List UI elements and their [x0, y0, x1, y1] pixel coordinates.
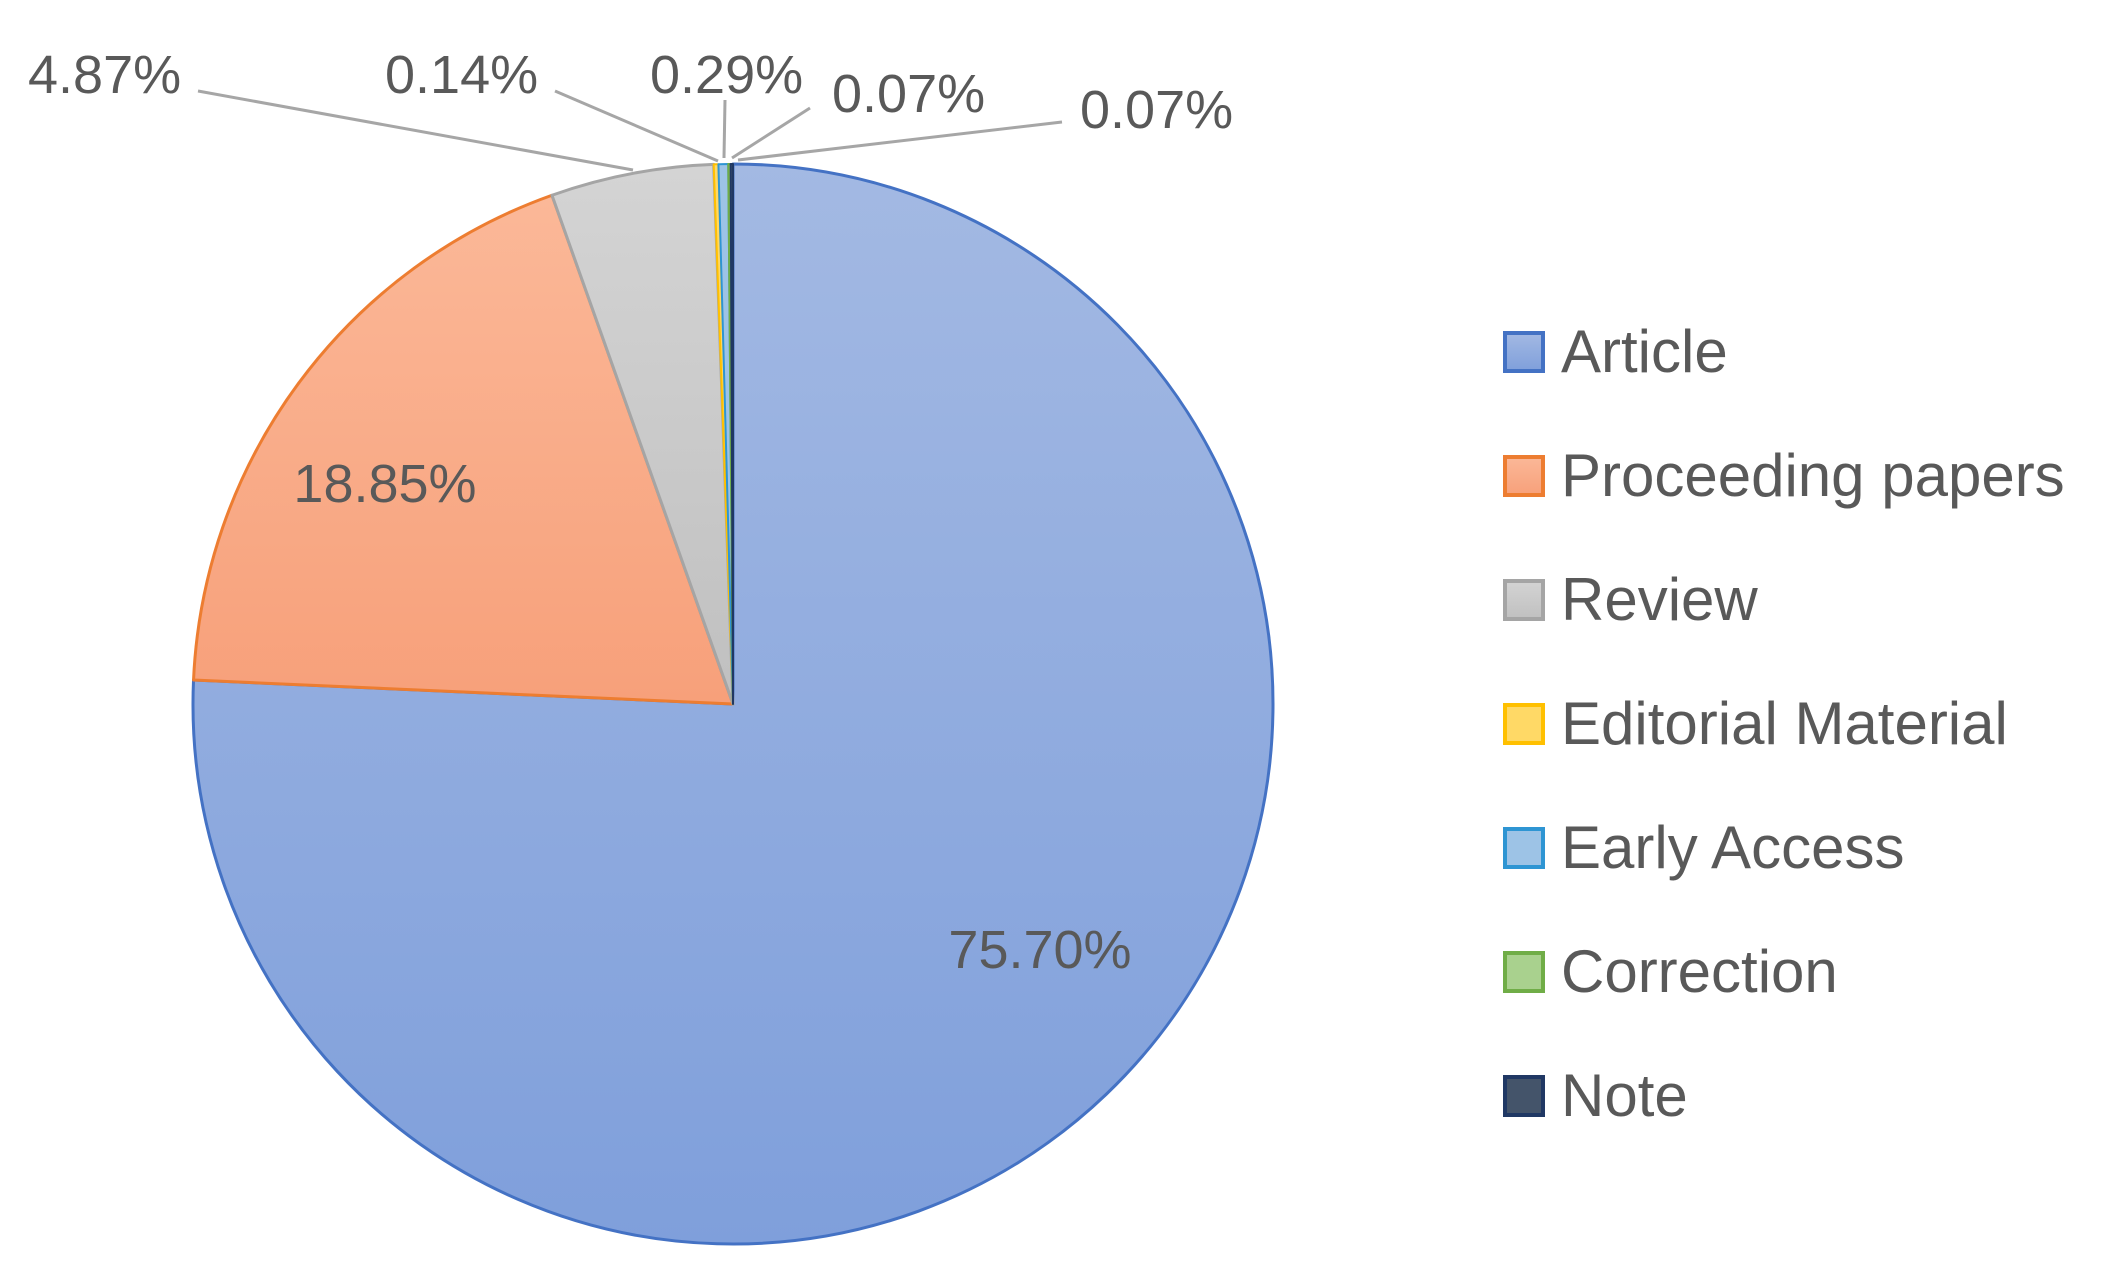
leader-line-review	[197, 89, 634, 172]
data-label-note: 0.07%	[1080, 80, 1233, 140]
legend-item-note: Note	[1503, 1062, 1688, 1129]
leader-line-note	[737, 120, 1063, 162]
legend-item-review: Review	[1503, 566, 1758, 633]
pie-slice-review	[550, 162, 735, 706]
legend-swatch	[1503, 827, 1545, 869]
legend-label: Early Access	[1561, 814, 1904, 881]
data-label-proceeding-papers: 18.85%	[293, 454, 476, 514]
data-label-article: 75.70%	[948, 920, 1131, 980]
legend-item-editorial-material: Editorial Material	[1503, 690, 2008, 757]
legend-swatch	[1503, 951, 1545, 993]
leader-line-editorial-material	[554, 89, 719, 163]
data-label-early-access: 0.29%	[650, 45, 803, 105]
leader-lines	[197, 89, 1063, 172]
legend-label: Review	[1561, 566, 1758, 633]
legend-label: Proceeding papers	[1561, 442, 2065, 509]
leader-line-correction	[731, 106, 811, 160]
data-label-editorial-material: 0.14%	[385, 45, 538, 105]
data-label-review: 4.87%	[28, 45, 181, 105]
leader-line-early-access	[722, 99, 727, 159]
legend-item-article: Article	[1503, 318, 1728, 385]
pie-slices	[191, 162, 1275, 1246]
legend-swatch	[1503, 331, 1545, 373]
legend-item-early-access: Early Access	[1503, 814, 1904, 881]
legend-swatch	[1503, 1075, 1545, 1117]
legend-label: Editorial Material	[1561, 690, 2008, 757]
legend-swatch	[1503, 703, 1545, 745]
pie-slice-proceeding-papers	[192, 193, 735, 706]
pie-slice-note	[729, 162, 734, 705]
legend: Article Proceeding papers Review Editorial …	[1503, 318, 2065, 1129]
legend-item-proceeding-papers: Proceeding papers	[1503, 442, 2065, 509]
legend-swatch	[1503, 455, 1545, 497]
legend-item-correction: Correction	[1503, 938, 1838, 1005]
legend-label: Correction	[1561, 938, 1838, 1005]
data-label-correction: 0.07%	[832, 64, 985, 124]
data-labels: 75.70% 18.85% 4.87% 0.14% 0.29% 0.07% 0.07%	[28, 45, 1233, 980]
legend-swatch	[1503, 579, 1545, 621]
legend-label: Note	[1561, 1062, 1688, 1129]
legend-label: Article	[1561, 318, 1728, 385]
